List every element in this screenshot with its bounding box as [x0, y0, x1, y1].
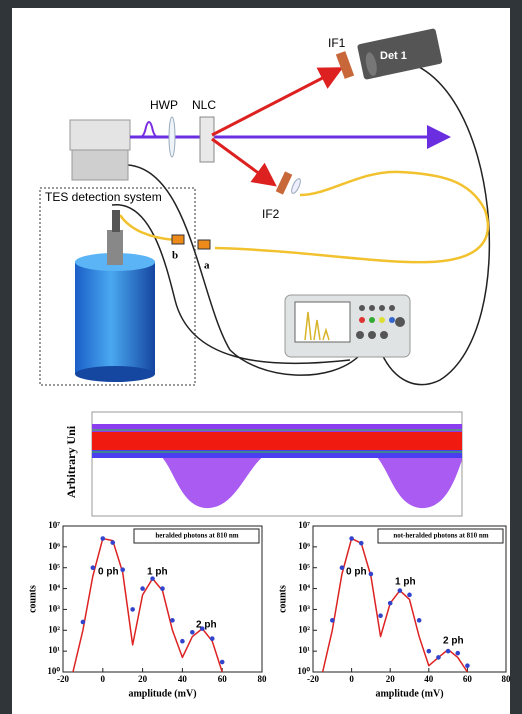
page: {"diagram": {"labels": {"if1": "IF1", "d…: [0, 0, 522, 714]
y-tick-label: 10⁴: [298, 583, 310, 593]
x-tick-label: 80: [258, 674, 268, 684]
y-tick-label: 10⁷: [48, 520, 60, 530]
data-point: [180, 639, 185, 644]
y-tick-label: 10⁵: [298, 562, 310, 572]
annotation: 0 ph: [98, 567, 119, 578]
y-tick-label: 10⁵: [48, 562, 60, 572]
annotation: 0 ph: [346, 567, 367, 578]
y-axis-label: counts: [277, 585, 288, 613]
x-tick-label: -20: [57, 674, 69, 684]
axis-label: Arbitrary Uni: [64, 425, 78, 498]
annotation: 1 ph: [147, 567, 168, 578]
data-point: [407, 593, 412, 598]
y-tick-label: 10⁷: [298, 520, 310, 530]
data-point: [340, 565, 345, 570]
label: NLC: [192, 98, 216, 112]
annotation: 1 ph: [395, 577, 416, 588]
x-tick-label: 0: [349, 674, 354, 684]
x-tick-label: 60: [463, 674, 473, 684]
label: IF2: [262, 207, 280, 221]
y-tick-label: 10²: [48, 624, 60, 634]
data-point: [398, 588, 403, 593]
x-tick-label: 40: [424, 674, 434, 684]
data-point: [101, 536, 106, 541]
figure: IF1 Det 1 HWP NLC IF2 TES detection syst…: [0, 0, 522, 714]
data-point: [436, 655, 441, 660]
y-tick-label: 10⁶: [298, 541, 310, 551]
data-point: [120, 567, 125, 572]
data-point: [388, 601, 393, 606]
data-point: [359, 541, 364, 546]
label: b: [172, 250, 178, 262]
y-tick-label: 10³: [48, 603, 60, 613]
annotation: 2 ph: [196, 620, 217, 631]
chart-title: not-heralded photons at 810 nm: [393, 532, 488, 540]
waveform: Arbitrary Uni: [64, 412, 462, 516]
x-tick-label: 40: [178, 674, 188, 684]
data-point: [446, 649, 451, 654]
data-point: [130, 607, 135, 612]
label: a: [204, 260, 210, 272]
data-point: [427, 649, 432, 654]
data-point: [369, 572, 374, 577]
data-point: [81, 620, 86, 625]
data-point: [330, 618, 335, 623]
label: Det 1: [380, 50, 407, 62]
data-point: [91, 565, 96, 570]
data-point: [110, 540, 115, 545]
data-point: [417, 618, 422, 623]
label: HWP: [150, 98, 178, 112]
chart-title: heralded photons at 810 nm: [155, 532, 238, 540]
y-tick-label: 10¹: [48, 645, 60, 655]
label: IF1: [328, 36, 346, 50]
data-point: [465, 663, 470, 668]
x-tick-label: 0: [101, 674, 106, 684]
x-axis-label: amplitude (mV): [375, 688, 443, 699]
y-axis-label: counts: [27, 585, 38, 613]
y-tick-label: 10²: [298, 624, 310, 634]
data-point: [220, 660, 225, 665]
data-point: [140, 586, 145, 591]
x-tick-label: 20: [138, 674, 148, 684]
data-point: [349, 536, 354, 541]
y-tick-label: 10³: [298, 603, 310, 613]
data-point: [170, 618, 175, 623]
y-tick-label: 10⁴: [48, 583, 60, 593]
data-point: [190, 630, 195, 635]
data-point: [378, 613, 383, 618]
x-tick-label: 20: [386, 674, 396, 684]
annotation: 2 ph: [443, 636, 464, 647]
data-point: [210, 636, 215, 641]
x-tick-label: 60: [218, 674, 228, 684]
y-tick-label: 10¹: [298, 645, 310, 655]
data-point: [455, 651, 460, 656]
x-tick-label: -20: [307, 674, 319, 684]
x-tick-label: 80: [502, 674, 512, 684]
y-tick-label: 10⁶: [48, 541, 60, 551]
x-axis-label: amplitude (mV): [128, 688, 196, 699]
data-point: [160, 586, 165, 591]
label: TES detection system: [45, 190, 162, 204]
